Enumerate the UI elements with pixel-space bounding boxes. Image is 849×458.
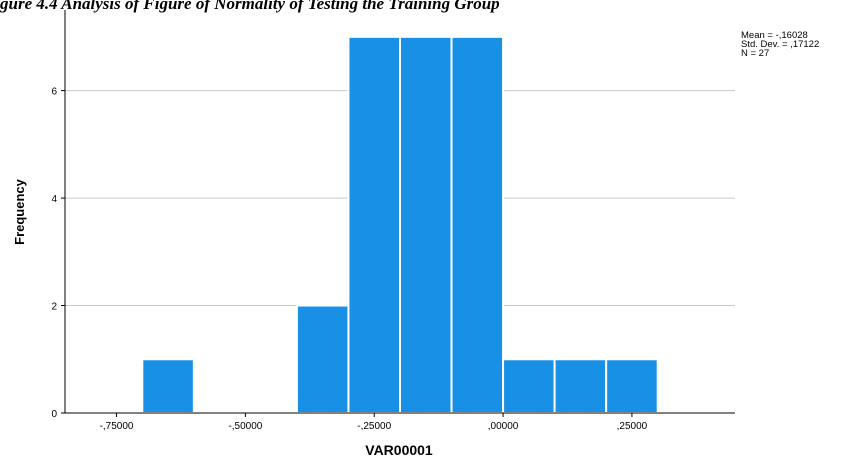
- stats-box: Mean = -,16028 Std. Dev. = ,17122 N = 27: [741, 30, 819, 59]
- y-tick-label: 0: [51, 409, 57, 420]
- x-tick-label: ,25000: [617, 421, 648, 432]
- histogram-bars: [141, 35, 659, 414]
- histogram-bar: [295, 304, 350, 414]
- histogram-bar: [399, 35, 453, 414]
- x-tick-label: -,50000: [228, 421, 262, 432]
- histogram-bar: [605, 358, 659, 414]
- stat-std: Std. Dev. = ,17122: [741, 39, 819, 50]
- figure-caption: gure 4.4 Analysis of Figure of Normality…: [0, 0, 500, 13]
- x-tick-label: -,75000: [100, 421, 134, 432]
- y-tick-label: 4: [51, 194, 57, 205]
- y-tick-label: 6: [51, 87, 57, 98]
- x-tick-label: ,00000: [488, 421, 519, 432]
- stat-mean: Mean = -,16028: [741, 30, 808, 41]
- y-ticks: 0 2 4 6: [51, 87, 65, 420]
- stat-n: N = 27: [741, 48, 769, 59]
- x-ticks: -,75000 -,50000 -,25000 ,00000 ,25000: [100, 413, 648, 432]
- histogram-bar: [502, 358, 556, 414]
- histogram-bar: [450, 35, 505, 414]
- axes: [64, 10, 735, 414]
- histogram-bar: [347, 35, 402, 414]
- histogram-bar: [141, 358, 195, 414]
- x-axis-label: VAR00001: [365, 442, 433, 458]
- y-axis-label: Frequency: [12, 178, 27, 245]
- x-tick-label: -,25000: [357, 421, 391, 432]
- histogram-bar: [553, 358, 608, 414]
- y-tick-label: 2: [51, 302, 57, 313]
